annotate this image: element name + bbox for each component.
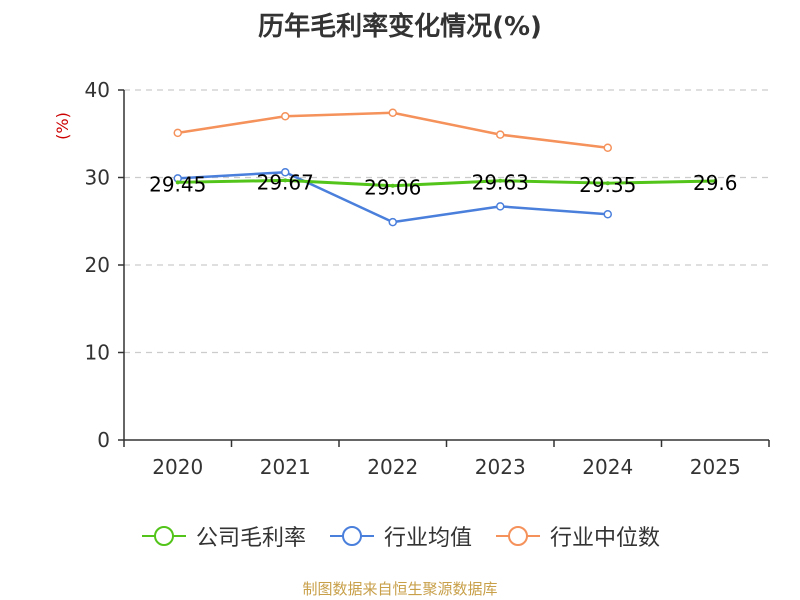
x-tick-label: 2022 xyxy=(367,455,418,479)
legend-item-company[interactable]: 公司毛利率 xyxy=(140,520,306,552)
data-point[interactable] xyxy=(713,179,718,183)
x-tick-label: 2024 xyxy=(582,455,633,479)
data-label: 29.06 xyxy=(364,176,421,200)
y-tick-label: 30 xyxy=(85,166,110,190)
x-tick-label: 2025 xyxy=(690,455,741,479)
y-tick-label: 20 xyxy=(85,253,110,277)
data-point[interactable] xyxy=(390,183,395,188)
source-note: 制图数据来自恒生聚源数据库 xyxy=(302,580,498,598)
legend: 公司毛利率 行业均值 行业中位数 xyxy=(0,520,800,552)
data-point[interactable] xyxy=(388,108,397,117)
data-point[interactable] xyxy=(283,178,288,183)
x-tick-label: 2020 xyxy=(152,455,203,479)
legend-line-icon xyxy=(141,526,186,546)
series-line-2 xyxy=(177,111,608,149)
legend-item-industry-median[interactable]: 行业中位数 xyxy=(494,520,660,552)
data-point[interactable] xyxy=(281,168,290,177)
data-point[interactable] xyxy=(496,202,505,211)
data-point[interactable] xyxy=(605,181,610,186)
series-line-0 xyxy=(177,178,716,188)
data-point[interactable] xyxy=(603,143,612,152)
x-tick-label: 2021 xyxy=(260,455,311,479)
legend-label: 公司毛利率 xyxy=(195,526,306,551)
grid-lines xyxy=(124,89,769,354)
legend-label: 行业均值 xyxy=(383,526,472,551)
y-tick-label: 40 xyxy=(85,78,110,102)
data-label: 29.35 xyxy=(579,173,636,197)
data-label: 29.63 xyxy=(472,171,529,195)
data-point[interactable] xyxy=(603,210,612,219)
series-lines xyxy=(173,108,718,227)
data-point[interactable] xyxy=(498,178,503,183)
chart-title: 历年毛利率变化情况(%) xyxy=(258,12,542,42)
x-tick-label: 2023 xyxy=(475,455,526,479)
data-point[interactable] xyxy=(388,217,397,227)
legend-line-icon xyxy=(329,526,374,546)
data-label: 29.45 xyxy=(149,172,206,196)
data-point[interactable] xyxy=(281,112,290,121)
data-point[interactable] xyxy=(173,128,182,138)
axes: 0 10 20 30 40 2020 2021 2022 2023 2024 2025 xyxy=(85,78,770,479)
data-point[interactable] xyxy=(175,180,180,185)
data-label: 29.67 xyxy=(257,170,314,194)
y-tick-label: 10 xyxy=(85,341,110,365)
legend-item-industry-mean[interactable]: 行业均值 xyxy=(328,520,472,552)
data-label: 29.6 xyxy=(693,171,738,195)
y-tick-label: 0 xyxy=(97,428,110,452)
data-labels: 29.45 29.67 29.06 29.63 29.35 29.6 xyxy=(149,170,737,199)
y-axis-label: (%) xyxy=(53,112,72,140)
legend-label: 行业中位数 xyxy=(550,526,661,551)
legend-line-icon xyxy=(496,526,540,546)
data-point[interactable] xyxy=(496,130,505,139)
